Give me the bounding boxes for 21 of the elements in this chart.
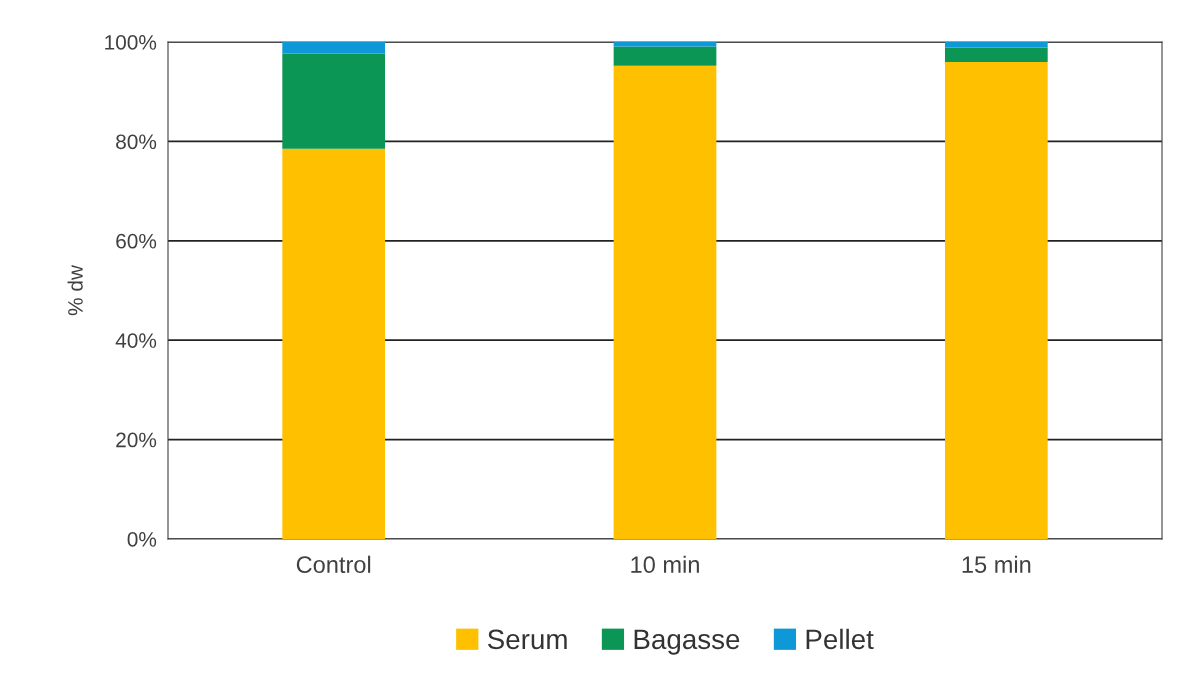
- legend-label: Serum: [487, 629, 567, 650]
- y-axis-title: % dw: [67, 264, 83, 316]
- legend-label: Bagasse: [634, 629, 740, 655]
- bar: [613, 46, 717, 66]
- bar: [944, 61, 1048, 539]
- bar: [282, 148, 386, 539]
- bar: [282, 42, 386, 54]
- bar: [282, 53, 386, 149]
- x-tick-label: Control: [296, 555, 371, 574]
- y-tick-label: 40%: [115, 333, 157, 348]
- x-tick-label: 10 min: [631, 555, 699, 574]
- legend-label: Pellet: [806, 628, 874, 650]
- y-tick-label: 0%: [127, 532, 157, 547]
- x-tick-label: 15 min: [962, 555, 1031, 574]
- bar: [613, 65, 717, 539]
- bar: [944, 42, 1048, 48]
- bar: [944, 47, 1048, 62]
- y-tick-label: 100%: [105, 35, 157, 50]
- y-tick-label: 80%: [116, 134, 157, 150]
- y-tick-label: 20%: [116, 432, 157, 448]
- y-tick-label: 60%: [116, 233, 157, 249]
